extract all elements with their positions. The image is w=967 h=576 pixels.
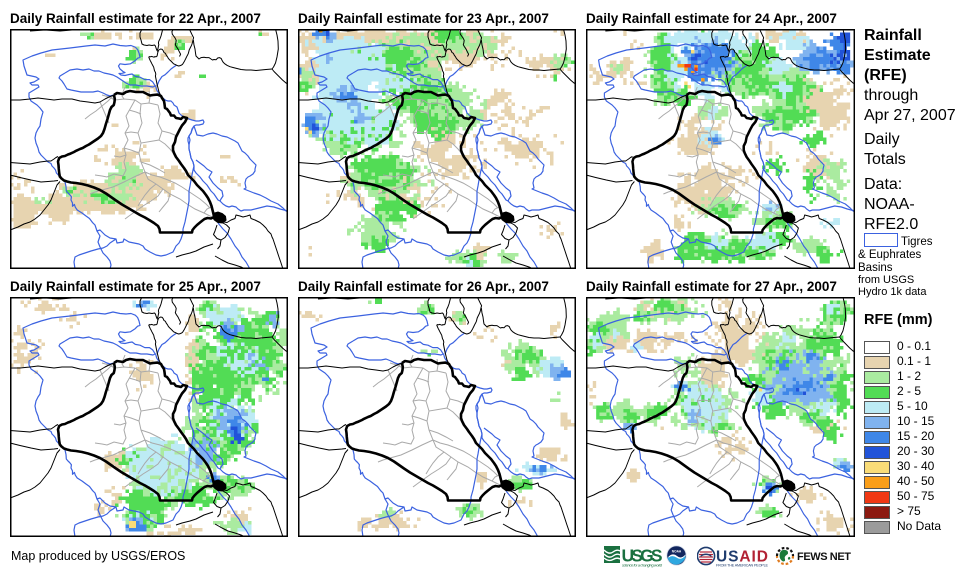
svg-text:USGS: USGS bbox=[622, 546, 663, 566]
svg-text:NOAA: NOAA bbox=[672, 550, 682, 554]
svg-text:USAID: USAID bbox=[716, 549, 768, 566]
svg-text:science for a changing world: science for a changing world bbox=[622, 563, 663, 568]
svg-text:FROM THE AMERICAN PEOPLE: FROM THE AMERICAN PEOPLE bbox=[716, 564, 769, 568]
svg-text:FEWS NET: FEWS NET bbox=[797, 551, 851, 563]
